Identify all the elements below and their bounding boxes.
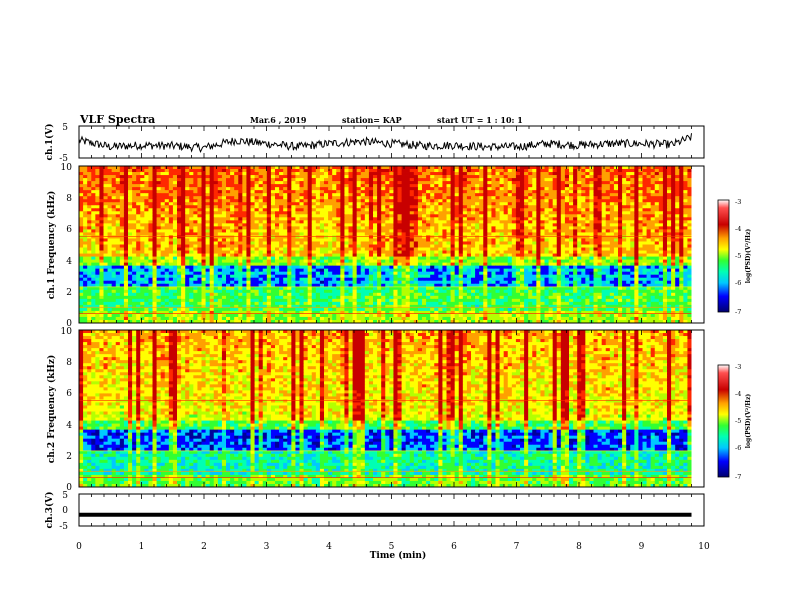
ch2-spec-ytick-4: 4: [66, 421, 72, 431]
time-tick-label: 9: [639, 542, 645, 552]
ch1-spec-ytick-2: 2: [66, 288, 72, 298]
time-tick-label: 6: [451, 542, 457, 552]
ch2-spectrogram-heatmap: [79, 330, 704, 488]
time-axis: 0 1 2 3 4 5 6 7 8 9 10: [76, 542, 710, 552]
ch2-spectrogram-panel: 0 2 4 6 8 10 ch.2 Frequency (kHz): [46, 327, 705, 493]
time-tick-label: 1: [139, 542, 145, 552]
ch1-colorbar: -3 -4 -5 -6 -7 log(PSD)(V²/Hz): [717, 198, 752, 316]
ch2-cb-tick-3: -5: [735, 417, 741, 425]
ch1-voltage-panel: 5 -5 ch.1(V): [44, 123, 705, 164]
ch1-spec-ytick-6: 6: [66, 225, 72, 235]
date-text: Mar.6 , 2019: [250, 115, 307, 125]
ch1-cb-tick-2: -4: [735, 225, 741, 233]
ch2-spec-ylabel: ch.2 Frequency (kHz): [46, 355, 57, 464]
ch1-cb-title: log(PSD)(V²/Hz): [745, 229, 752, 284]
ch3-ytick-top: 5: [62, 491, 68, 501]
ch1-ytick-bottom: -5: [59, 154, 68, 164]
time-axis-label: Time (min): [370, 550, 427, 561]
ch2-cb-tick-2: -4: [735, 390, 741, 398]
ch2-cb-tick-bottom: -7: [735, 473, 741, 481]
station-text: station= KAP: [342, 115, 402, 125]
ch3-ytick-mid: 0: [62, 506, 68, 516]
ch1-voltage-ylabel: ch.1(V): [44, 124, 55, 161]
ch1-spec-ytick-4: 4: [66, 257, 72, 267]
time-tick-label: 8: [576, 542, 582, 552]
time-tick-label: 2: [201, 542, 207, 552]
ch1-voltage-trace: [78, 133, 692, 153]
ch3-voltage-panel: 5 0 -5 ch.3(V): [44, 491, 705, 532]
ch2-spec-ytick-8: 8: [66, 358, 72, 368]
time-tick-label: 10: [698, 542, 710, 552]
ch3-ytick-bottom: -5: [59, 522, 68, 532]
time-tick-label: 4: [326, 542, 332, 552]
ch2-spec-ytick-2: 2: [66, 452, 72, 462]
time-tick-label: 7: [514, 542, 520, 552]
time-tick-label: 0: [76, 542, 82, 552]
ch1-cb-tick-top: -3: [735, 198, 741, 206]
time-tick-label: 5: [389, 542, 395, 552]
ch1-cb-tick-bottom: -7: [735, 308, 741, 316]
ch1-spectrogram-panel: 0 2 4 6 8 10 ch.1 Frequency (kHz): [46, 163, 705, 329]
figure-title: VLF Spectra: [79, 113, 155, 126]
ch1-ytick-top: 5: [62, 123, 68, 133]
ch3-voltage-ylabel: ch.3(V): [44, 492, 55, 529]
ch1-spec-ytick-0: 0: [66, 319, 72, 329]
ch2-cb-tick-4: -6: [735, 444, 741, 452]
ch2-cb-title: log(PSD)(V²/Hz): [745, 394, 752, 449]
ch1-cb-tick-3: -5: [735, 252, 741, 260]
ch2-spec-ytick-10: 10: [61, 327, 73, 337]
ch1-spec-ytick-10: 10: [61, 163, 73, 173]
ch2-colorbar: -3 -4 -5 -6 -7 log(PSD)(V²/Hz): [717, 363, 752, 481]
ch1-spec-ylabel: ch.1 Frequency (kHz): [46, 191, 57, 300]
ch2-spec-ytick-0: 0: [66, 483, 72, 493]
ch1-cb-tick-4: -6: [735, 279, 741, 287]
ch2-spec-ytick-6: 6: [66, 389, 72, 399]
ch1-spec-ytick-8: 8: [66, 194, 72, 204]
time-tick-label: 3: [264, 542, 270, 552]
ch1-spectrogram-heatmap: [79, 166, 704, 324]
start-ut-text: start UT = 1 : 10: 1: [437, 115, 523, 125]
ch2-cb-tick-top: -3: [735, 363, 741, 371]
